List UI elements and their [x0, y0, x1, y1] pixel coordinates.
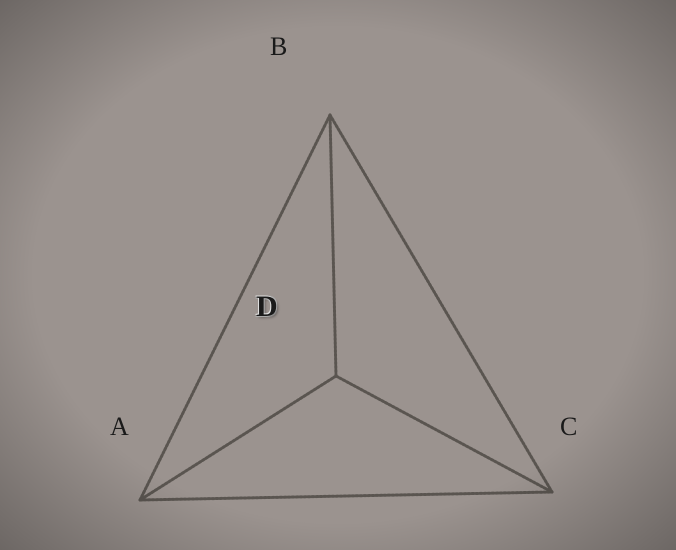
vignette-overlay [0, 0, 676, 550]
diagram-canvas: A B C D [0, 0, 676, 550]
vertex-label-c: C [560, 412, 577, 442]
vertex-label-b: B [270, 32, 287, 62]
vertex-label-a: A [110, 412, 129, 442]
centroid-label-d: D [254, 290, 280, 324]
diagram-svg [0, 0, 676, 550]
